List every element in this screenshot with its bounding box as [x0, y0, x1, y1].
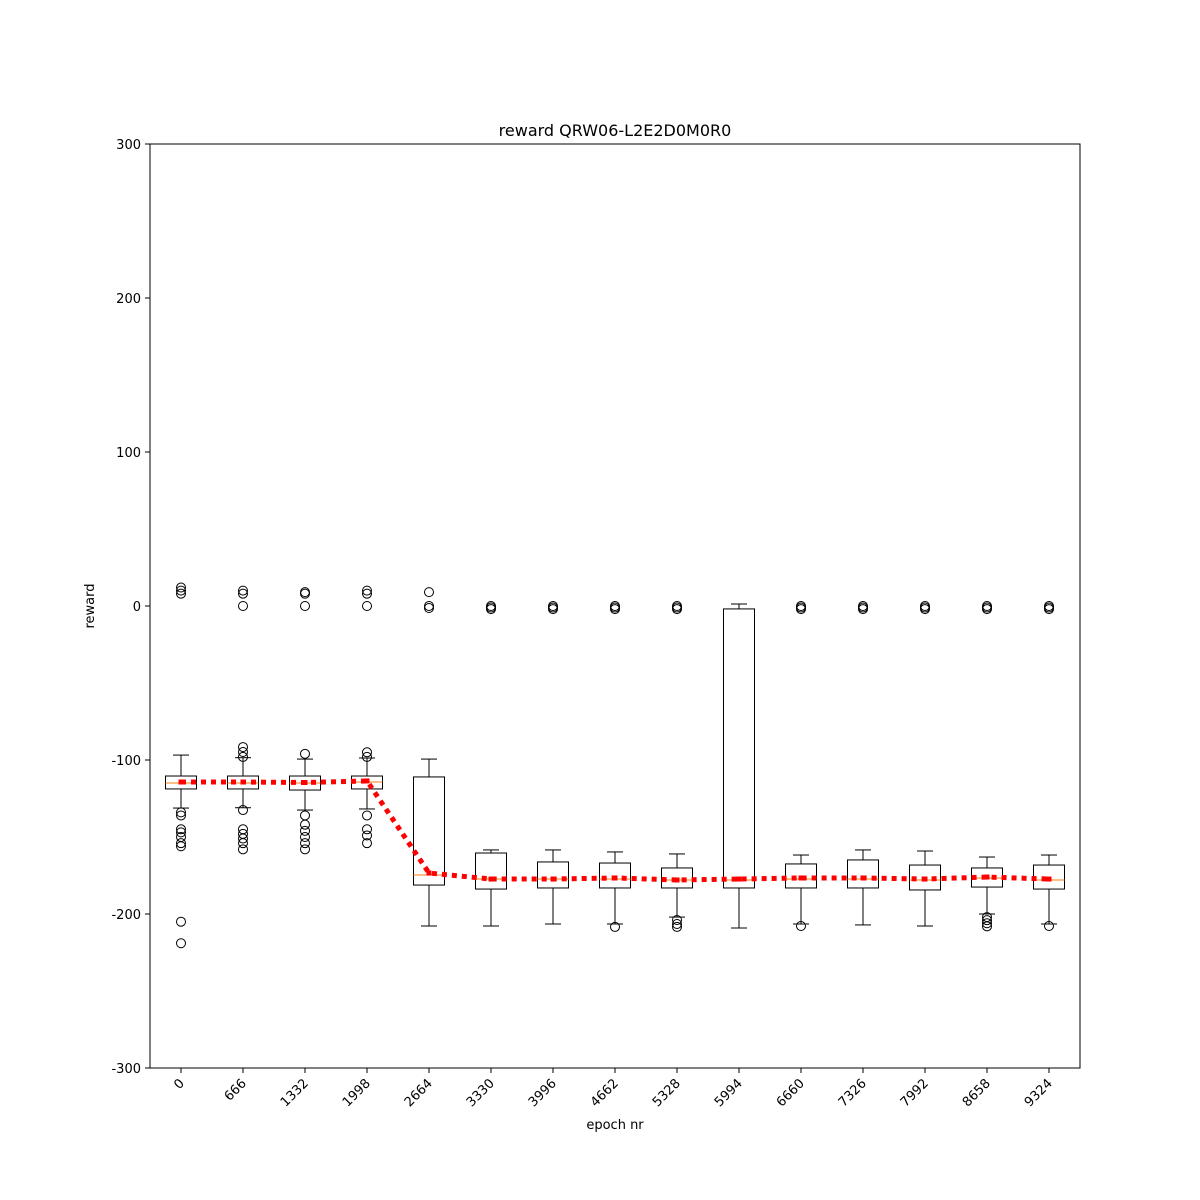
box — [909, 864, 941, 891]
outlier — [300, 748, 310, 759]
outlier — [238, 742, 248, 753]
outlier — [982, 604, 992, 615]
outlier — [300, 825, 310, 836]
outlier — [362, 830, 372, 841]
outlier — [362, 810, 372, 821]
y-tick-label: -300 — [111, 1062, 141, 1077]
outlier — [424, 587, 434, 598]
mean-marker — [798, 875, 804, 881]
mean-marker — [984, 874, 990, 880]
outlier — [982, 915, 992, 926]
mean-marker — [860, 875, 866, 881]
mean-marker — [178, 779, 184, 785]
outlier — [176, 585, 186, 596]
mean-marker — [612, 875, 618, 881]
outlier — [176, 838, 186, 849]
outlier — [362, 838, 372, 849]
outlier — [920, 604, 930, 615]
outlier — [362, 588, 372, 599]
outlier — [796, 921, 806, 932]
mean-marker — [302, 779, 308, 785]
outlier — [300, 832, 310, 842]
outlier — [362, 601, 372, 611]
outlier — [238, 838, 248, 849]
mean-marker — [550, 876, 556, 882]
outlier — [176, 938, 186, 949]
outlier — [1044, 921, 1054, 932]
outlier — [238, 746, 248, 757]
box — [599, 862, 631, 889]
outlier — [238, 585, 248, 596]
outlier — [238, 805, 248, 816]
outlier — [238, 844, 248, 855]
outlier — [672, 915, 682, 926]
outlier — [176, 916, 186, 927]
plot-frame — [149, 143, 1081, 1069]
outlier — [176, 824, 186, 835]
outlier — [176, 841, 186, 852]
outlier — [982, 918, 992, 929]
outlier — [238, 751, 248, 762]
outlier — [982, 921, 992, 932]
x-axis-label: epoch nr — [586, 1118, 644, 1133]
mean-marker — [364, 778, 370, 784]
box — [723, 608, 755, 889]
outlier — [300, 838, 310, 849]
outlier — [672, 921, 682, 932]
mean-marker — [674, 877, 680, 883]
box — [537, 861, 569, 889]
outlier — [176, 588, 186, 599]
outlier — [610, 604, 620, 615]
chart-title: reward QRW06-L2E2D0M0R0 — [499, 121, 732, 140]
outlier — [858, 604, 868, 615]
outlier — [362, 824, 372, 835]
y-tick-label: 200 — [116, 292, 141, 307]
outlier — [672, 604, 682, 615]
mean-marker — [922, 876, 928, 882]
y-axis-label: reward — [83, 583, 98, 628]
outlier — [176, 827, 186, 838]
outlier — [548, 604, 558, 615]
outlier — [300, 588, 310, 599]
outlier — [176, 810, 186, 821]
outlier — [176, 582, 186, 593]
outlier — [238, 833, 248, 844]
box — [847, 859, 879, 889]
outlier — [796, 604, 806, 615]
outlier — [176, 807, 186, 818]
mean-marker — [426, 870, 432, 876]
mean-marker — [736, 876, 742, 882]
outlier — [424, 603, 434, 614]
box — [475, 852, 507, 890]
box — [413, 776, 445, 886]
outlier — [610, 921, 620, 932]
y-tick-label: 100 — [116, 446, 141, 461]
mean-marker — [240, 779, 246, 785]
mean-marker — [488, 876, 494, 882]
y-tick-label: -200 — [111, 908, 141, 923]
y-tick-label: 0 — [133, 600, 141, 615]
outlier — [1044, 604, 1054, 615]
outlier — [300, 844, 310, 855]
outlier — [238, 601, 248, 611]
outlier — [238, 588, 248, 599]
outlier — [362, 585, 372, 596]
outlier — [300, 819, 310, 830]
outlier — [486, 604, 496, 615]
outlier — [672, 919, 682, 930]
outlier — [300, 601, 310, 611]
mean-marker — [1046, 876, 1052, 882]
y-tick-label: -100 — [111, 754, 141, 769]
outlier — [362, 747, 372, 758]
outlier — [362, 751, 372, 762]
y-tick-label: 300 — [116, 138, 141, 153]
